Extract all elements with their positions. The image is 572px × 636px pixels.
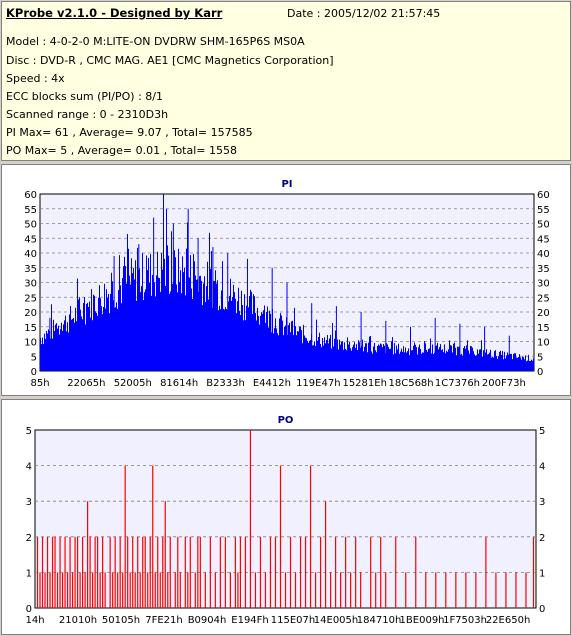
y-tick-label-left: 15 [24, 323, 37, 334]
x-tick-label: B0904h [188, 615, 227, 626]
x-tick-label: 200F73h [482, 378, 526, 389]
y-tick-label-right: 40 [537, 249, 550, 260]
y-tick-label-left: 0 [31, 367, 37, 378]
x-tick-label: 14h [25, 615, 44, 626]
y-tick-label-left: 1 [26, 568, 32, 579]
y-tick-label-left: 40 [24, 249, 37, 260]
y-tick-label-left: 10 [24, 338, 37, 349]
x-tick-label: 7FE21h [145, 615, 183, 626]
y-tick-label-left: 30 [24, 279, 37, 290]
info-range: Scanned range : 0 - 2310D3h [6, 108, 169, 121]
y-tick-label-right: 1 [539, 568, 545, 579]
x-tick-label: 1BE009h [400, 615, 445, 626]
y-tick-label-right: 25 [537, 293, 550, 304]
y-tick-label-left: 35 [24, 264, 37, 275]
info-speed: Speed : 4x [6, 72, 65, 85]
y-tick-label-left: 60 [24, 190, 37, 201]
x-tick-label: 15281Eh [342, 378, 386, 389]
x-tick-label: 14E005h [314, 615, 358, 626]
y-tick-label-right: 20 [537, 308, 550, 319]
info-model: Model : 4-0-2-0 M:LITE-ON DVDRW SHM-165P… [6, 35, 305, 48]
y-tick-label-right: 3 [539, 497, 545, 508]
y-tick-label-right: 10 [537, 338, 550, 349]
x-tick-label: 115E07h [271, 615, 315, 626]
y-tick-label-left: 25 [24, 293, 37, 304]
chart-title: PI [281, 179, 292, 190]
y-tick-label-left: 45 [24, 234, 37, 245]
y-tick-label-left: 2 [26, 533, 32, 544]
y-tick-label-right: 0 [537, 367, 543, 378]
y-tick-label-right: 2 [539, 533, 545, 544]
y-tick-label-right: 4 [539, 462, 545, 473]
info-pi-stats: PI Max= 61 , Average= 9.07 , Total= 1575… [6, 126, 253, 139]
y-tick-label-right: 35 [537, 264, 550, 275]
x-tick-label: 22E650h [486, 615, 530, 626]
y-tick-label-right: 60 [537, 190, 550, 201]
y-tick-label-right: 0 [539, 604, 545, 615]
y-tick-label-left: 3 [26, 497, 32, 508]
x-tick-label: 18C568h [389, 378, 434, 389]
y-tick-label-left: 0 [26, 604, 32, 615]
info-disc: Disc : DVD-R , CMC MAG. AE1 [CMC Magneti… [6, 54, 334, 67]
y-tick-label-left: 20 [24, 308, 37, 319]
x-tick-label: B2333h [206, 378, 245, 389]
x-tick-label: 1F7503h [443, 615, 487, 626]
y-tick-label-right: 5 [537, 352, 543, 363]
pi-bars [40, 208, 534, 371]
x-tick-label: 21010h [59, 615, 97, 626]
y-tick-label-left: 4 [26, 462, 32, 473]
y-tick-label-left: 5 [26, 426, 32, 437]
x-tick-label: 22065h [67, 378, 105, 389]
info-panel: KProbe v2.1.0 - Designed by Karr Date : … [1, 1, 571, 161]
pi-chart-panel: PI 0 0 5 5 10 10 15 15 20 20 25 25 30 30 35 35 40 40 45 45 50… [1, 164, 571, 396]
x-tick-label: E4412h [253, 378, 291, 389]
y-tick-label-left: 5 [31, 352, 37, 363]
x-tick-label: 1C7376h [435, 378, 480, 389]
y-tick-label-left: 55 [24, 205, 37, 216]
x-tick-label: 184710h [357, 615, 402, 626]
po-chart: PO 0 0 1 1 2 2 3 3 4 4 5 5 14h 21010h 50105h 7FE21h B0904… [25, 415, 545, 626]
x-tick-label: 85h [30, 378, 49, 389]
x-tick-label: E194Fh [231, 615, 269, 626]
scan-date: Date : 2005/12/02 21:57:45 [287, 7, 441, 20]
y-tick-label-left: 50 [24, 220, 37, 231]
y-tick-label-right: 50 [537, 220, 550, 231]
y-tick-label-right: 15 [537, 323, 550, 334]
x-tick-label: 119E47h [296, 378, 340, 389]
app-title: KProbe v2.1.0 - Designed by Karr [6, 6, 223, 20]
y-tick-label-right: 5 [539, 426, 545, 437]
x-tick-label: 52005h [114, 378, 152, 389]
y-tick-label-right: 55 [537, 205, 550, 216]
info-po-stats: PO Max= 5 , Average= 0.01 , Total= 1558 [6, 144, 237, 157]
po-chart-panel: PO 0 0 1 1 2 2 3 3 4 4 5 5 14h 21010h 50105h 7FE21h B0904… [1, 399, 571, 635]
chart-title: PO [278, 415, 294, 426]
x-tick-label: 50105h [102, 615, 140, 626]
y-tick-label-right: 45 [537, 234, 550, 245]
info-ecc: ECC blocks sum (PI/PO) : 8/1 [6, 90, 163, 103]
y-tick-label-right: 30 [537, 279, 550, 290]
x-tick-label: 81614h [160, 378, 198, 389]
